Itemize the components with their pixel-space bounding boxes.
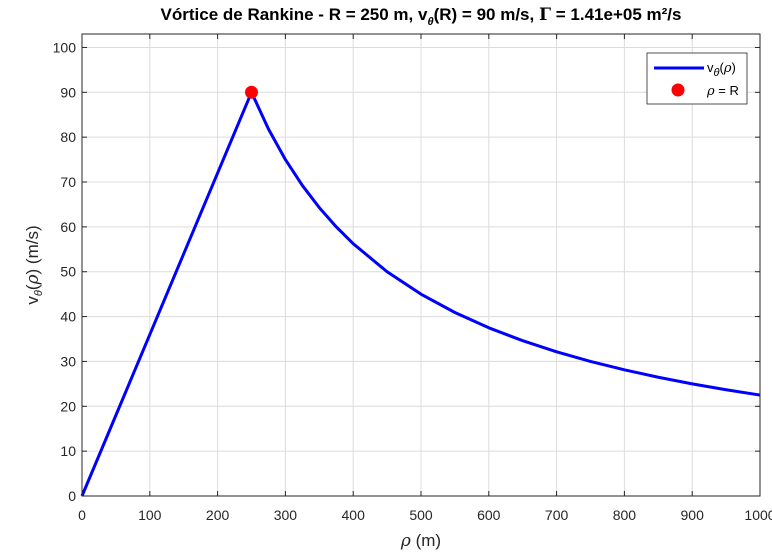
legend: vθ(ρ) ρ = R: [646, 52, 748, 105]
chart-title: Vórtice de Rankine - R = 250 m, vθ(R) = …: [161, 5, 682, 28]
legend-label-radius: ρ = R: [706, 83, 739, 99]
x-tick-label: 700: [545, 507, 569, 523]
x-tick-label: 100: [138, 507, 162, 523]
marker-group: [245, 85, 258, 99]
y-tick-label: 0: [68, 488, 76, 504]
y-tick-label: 80: [60, 129, 76, 145]
y-tick-label: 60: [60, 219, 76, 235]
x-tick-label: 200: [206, 507, 230, 523]
x-tick-label: 500: [409, 507, 433, 523]
y-tick-label: 40: [60, 309, 76, 325]
x-tick-label: 600: [477, 507, 501, 523]
legend-box: [646, 52, 748, 105]
tick-marks: [81, 34, 761, 497]
legend-label-velocity: vθ(ρ): [707, 60, 736, 79]
velocity-series-line: [80, 90, 761, 497]
x-tick-label: 800: [613, 507, 637, 523]
y-tick-label: 50: [60, 264, 76, 280]
x-tick-label: 400: [342, 507, 366, 523]
y-tick-label: 100: [53, 39, 77, 55]
y-axis-label: vθ(ρ) (m/s): [23, 225, 45, 304]
x-tick-label: 0: [78, 507, 86, 523]
radius-marker-point: [245, 85, 258, 99]
x-tick-label: 1000: [744, 507, 772, 523]
x-tick-label: 300: [274, 507, 298, 523]
y-tick-label: 30: [60, 353, 76, 369]
y-tick-label: 20: [60, 398, 76, 414]
x-tick-label: 900: [681, 507, 705, 523]
legend-marker-swatch: [671, 83, 685, 97]
series-group: [80, 90, 761, 497]
y-tick-labels: 0 10 20 30 40 50 60 70 80 90 100: [53, 39, 77, 504]
y-tick-label: 70: [60, 174, 76, 190]
x-tick-labels: 0 100 200 300 400 500 600 700 800 900 1000: [78, 507, 772, 523]
y-tick-label: 10: [60, 443, 76, 459]
x-axis-label: ρ (m): [400, 531, 441, 551]
y-tick-label: 90: [60, 84, 76, 100]
